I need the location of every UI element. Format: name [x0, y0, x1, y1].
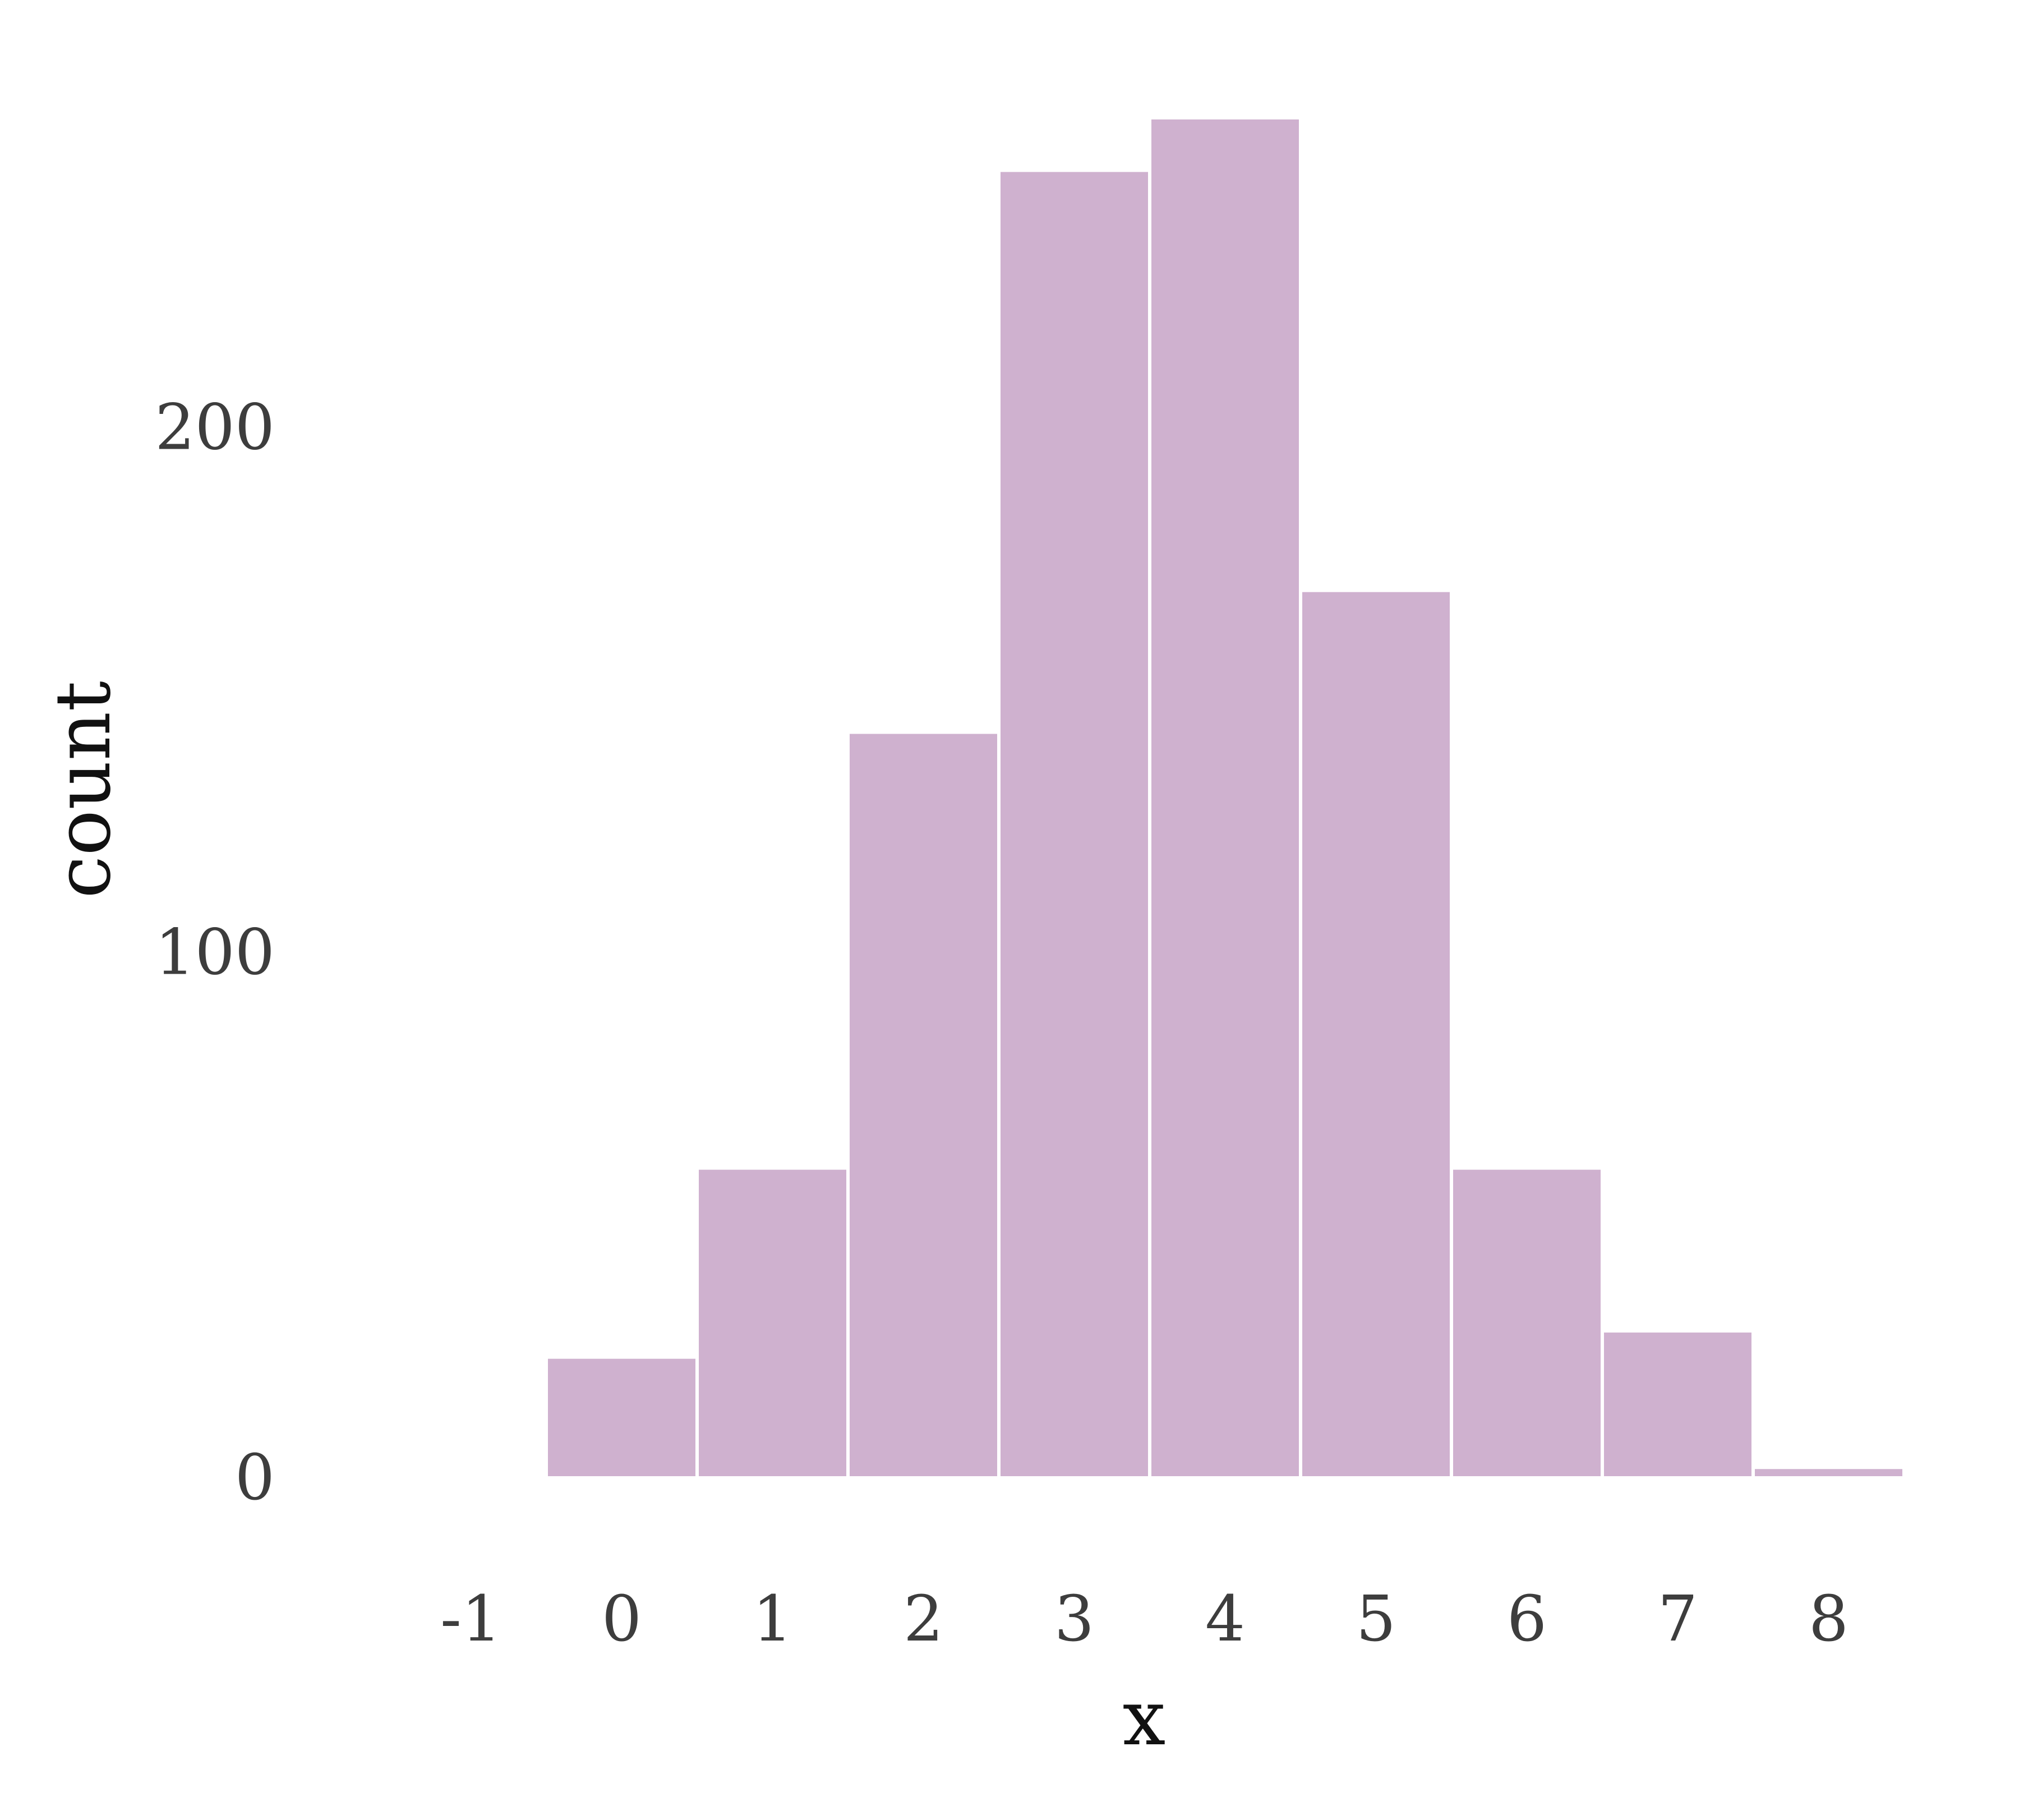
bars-group: [394, 116, 1906, 1480]
x-tick-label: 0: [602, 1583, 642, 1656]
y-tick-label: 0: [235, 1441, 275, 1514]
histogram-bar: [1450, 1166, 1604, 1480]
x-tick-label: 3: [1054, 1583, 1094, 1656]
histogram-bar: [394, 1476, 548, 1480]
y-axis-title: count: [39, 681, 128, 899]
histogram-bar: [1751, 1466, 1906, 1480]
x-tick-label: 8: [1809, 1583, 1849, 1656]
x-tick-label: 7: [1658, 1583, 1698, 1656]
x-tick-label: -1: [440, 1583, 501, 1656]
histogram-bar: [1299, 588, 1453, 1480]
x-tick-label: 5: [1356, 1583, 1396, 1656]
y-tick-label: 200: [155, 391, 275, 464]
x-tick-label: 6: [1507, 1583, 1547, 1656]
histogram-bar: [1601, 1329, 1755, 1480]
histogram-bar: [545, 1355, 699, 1480]
y-tick-label: 100: [155, 916, 275, 989]
x-axis-ticks: -1 0 1 2 3 4 5 6 7 8: [440, 1583, 1849, 1656]
x-tick-label: 1: [753, 1583, 792, 1656]
x-axis-title: x: [1123, 1674, 1166, 1763]
y-axis-ticks: 0 100 200: [155, 391, 275, 1514]
x-tick-label: 2: [904, 1583, 943, 1656]
x-tick-label: 4: [1205, 1583, 1245, 1656]
histogram-bar: [695, 1166, 850, 1480]
histogram-bar: [997, 168, 1151, 1480]
histogram-bar: [846, 730, 1001, 1480]
histogram-bar: [1148, 116, 1302, 1480]
